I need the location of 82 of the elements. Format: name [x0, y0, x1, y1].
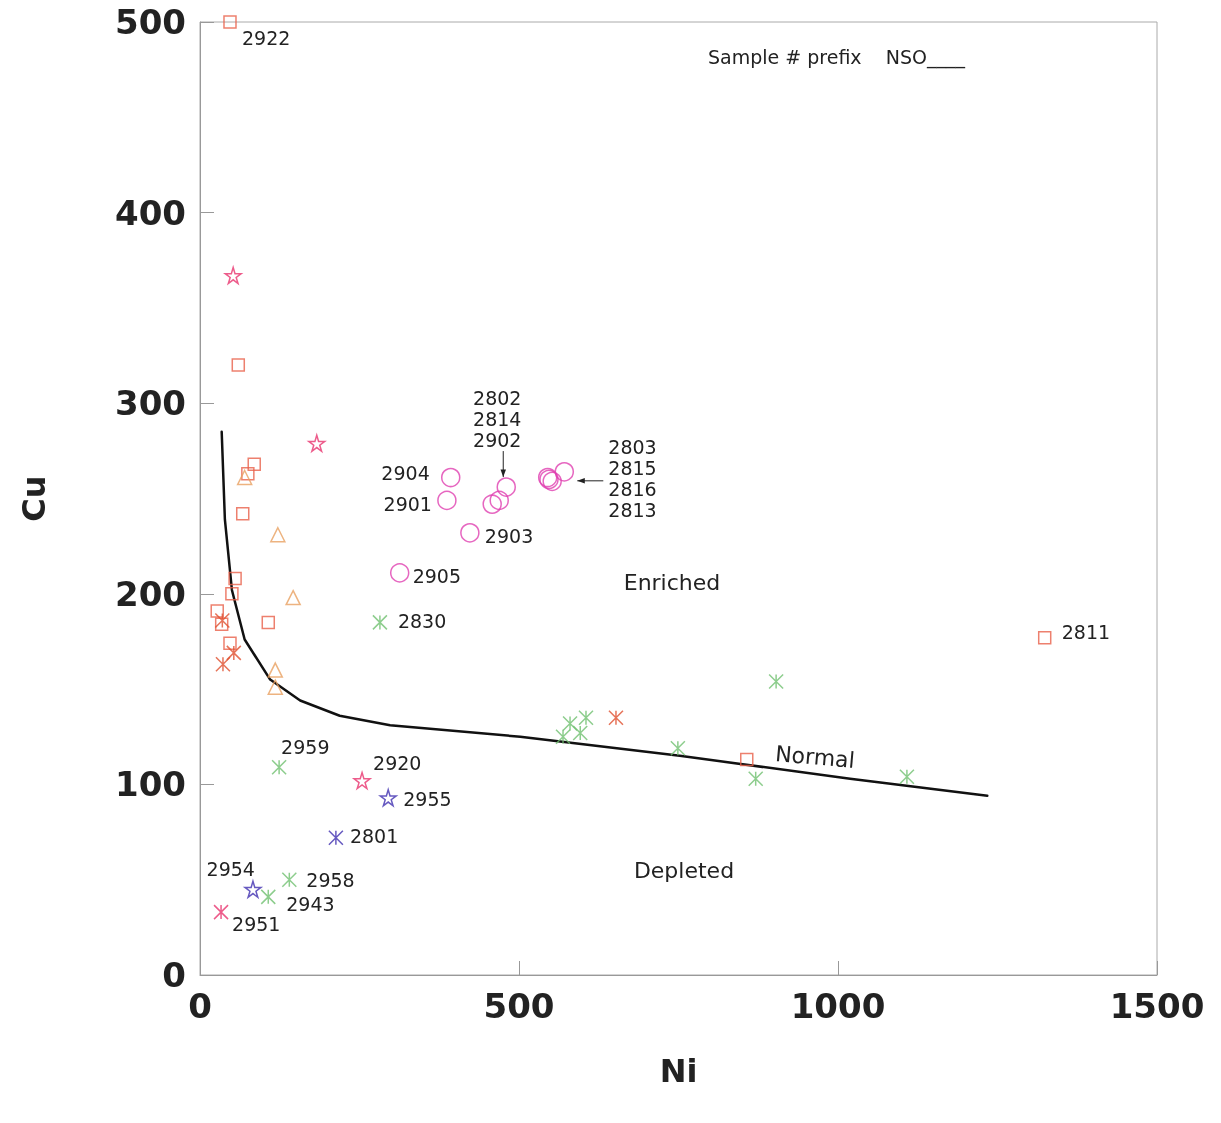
point: [372, 614, 388, 631]
point: [271, 759, 287, 775]
point: [214, 617, 229, 632]
point: [226, 645, 242, 661]
y-tick-label: 200: [115, 573, 186, 614]
y-tick-label: 100: [115, 764, 186, 805]
annotation: 2801: [349, 824, 399, 847]
point: [213, 904, 229, 920]
annotation: Sample # prefix NSO____: [708, 46, 966, 69]
annotation: 2920: [373, 751, 422, 774]
point: [231, 358, 246, 372]
point: [261, 615, 276, 630]
point: [244, 880, 262, 898]
x-tick-label: 500: [483, 986, 555, 1026]
point: [578, 709, 594, 726]
annotation: 2951: [232, 913, 281, 936]
point: [608, 709, 624, 726]
annotation: 2830: [397, 610, 447, 633]
y-tick-label: 0: [162, 955, 186, 995]
point: [441, 467, 461, 488]
x-tick-label: 1500: [1109, 986, 1205, 1026]
x-axis-title: Ni: [659, 1052, 698, 1090]
point: [215, 656, 231, 673]
point: [489, 490, 509, 511]
point: [228, 571, 242, 586]
annotation: 2922: [241, 27, 291, 49]
annotation: 2811: [1061, 620, 1111, 643]
annotation: 2905: [412, 564, 462, 587]
point: [1037, 630, 1052, 645]
y-axis-title: Cu: [15, 475, 53, 522]
point: [267, 662, 284, 678]
annotation: 2904: [381, 461, 430, 484]
point: [555, 729, 571, 745]
point: [554, 462, 575, 482]
annotation: 2958: [306, 868, 355, 891]
point: [482, 494, 502, 514]
point: [270, 526, 286, 543]
point: [740, 752, 754, 767]
point: [328, 830, 344, 846]
annotation: 2955: [403, 787, 452, 810]
point: [260, 889, 277, 905]
annotation: 2959: [281, 736, 330, 759]
annotation: 2903: [484, 524, 534, 547]
point: [225, 587, 239, 601]
point: [389, 563, 410, 583]
annotation: 2802 2814 2902: [473, 387, 522, 452]
x-tick-label: 1000: [790, 986, 886, 1026]
point: [437, 490, 457, 511]
point: [247, 457, 261, 471]
point: [353, 771, 371, 790]
y-tick-label: 300: [115, 383, 186, 424]
point: [460, 523, 480, 543]
point: [267, 679, 284, 695]
annotation: 2954: [206, 858, 255, 881]
annotation: 2901: [383, 493, 432, 516]
point: [210, 604, 224, 618]
point: [223, 15, 237, 29]
point: [223, 636, 237, 651]
annotation: Normal: [774, 741, 856, 773]
point: [281, 871, 298, 888]
y-tick-label: 400: [115, 192, 186, 233]
point: [236, 469, 253, 486]
annotation: 2803 2815 2816 2813: [608, 436, 657, 522]
point: [768, 673, 784, 690]
point: [899, 769, 915, 785]
point: [572, 725, 588, 741]
annotation: Enriched: [623, 569, 721, 595]
point: [670, 740, 686, 756]
point: [224, 266, 242, 285]
annotation: 2943: [286, 892, 335, 915]
point: [747, 770, 764, 787]
point: [236, 507, 250, 521]
x-tick-label: 0: [188, 986, 212, 1026]
point: [285, 589, 301, 606]
y-tick-label: 500: [115, 2, 186, 42]
point: [241, 466, 255, 481]
point: [379, 788, 397, 807]
point: [496, 477, 516, 497]
point: [214, 612, 231, 629]
annotation: Depleted: [633, 857, 735, 883]
point: [308, 434, 326, 452]
point: [562, 715, 578, 732]
